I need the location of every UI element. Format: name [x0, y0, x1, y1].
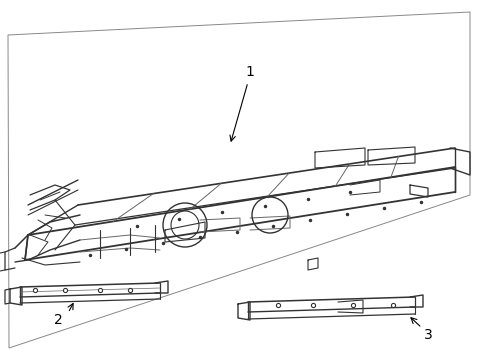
Text: 3: 3 — [423, 328, 431, 342]
Text: 1: 1 — [245, 65, 254, 79]
Text: 2: 2 — [54, 313, 62, 327]
